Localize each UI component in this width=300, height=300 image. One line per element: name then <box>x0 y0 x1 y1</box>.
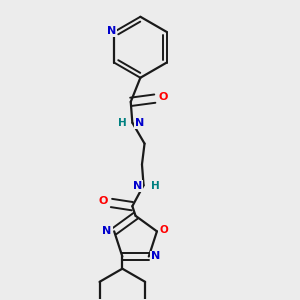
Text: N: N <box>103 226 112 236</box>
Text: O: O <box>158 92 167 102</box>
Text: N: N <box>135 118 144 128</box>
Text: N: N <box>107 26 116 36</box>
Text: H: H <box>118 118 127 128</box>
Text: H: H <box>152 181 160 191</box>
Text: N: N <box>151 251 160 262</box>
Text: O: O <box>99 196 108 206</box>
Text: O: O <box>160 225 168 235</box>
Text: N: N <box>133 181 142 191</box>
